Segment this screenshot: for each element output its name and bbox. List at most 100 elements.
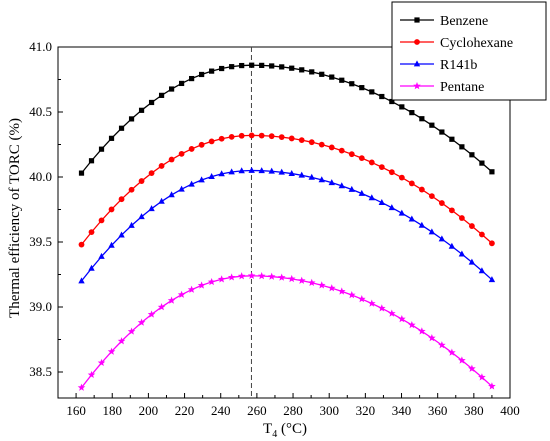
data-point-marker xyxy=(358,155,365,162)
data-point-marker xyxy=(98,252,105,259)
data-point-marker xyxy=(87,370,96,379)
data-point-marker xyxy=(268,167,275,174)
data-point-marker xyxy=(238,167,245,174)
data-point-marker xyxy=(168,156,175,163)
data-point-marker xyxy=(357,295,366,303)
x-tick-label: 260 xyxy=(247,403,267,418)
data-point-marker xyxy=(138,107,145,113)
data-point-marker xyxy=(468,223,475,229)
data-point-marker xyxy=(307,278,316,286)
data-point-marker xyxy=(488,382,496,390)
data-point-marker xyxy=(398,315,406,323)
data-point-marker xyxy=(148,99,155,106)
data-point-marker xyxy=(319,71,325,77)
data-point-marker xyxy=(189,75,195,82)
data-point-marker xyxy=(297,276,306,284)
data-point-marker xyxy=(358,189,365,196)
data-point-marker xyxy=(199,71,205,78)
x-tick-label: 300 xyxy=(319,403,339,418)
data-point-marker xyxy=(77,383,86,391)
series-pentane xyxy=(77,271,496,391)
x-tick-label: 360 xyxy=(428,403,448,418)
series-line xyxy=(80,275,493,389)
data-point-marker xyxy=(219,65,225,72)
data-point-marker xyxy=(347,291,356,299)
data-point-marker xyxy=(389,98,395,105)
data-point-marker xyxy=(178,150,185,157)
data-point-marker xyxy=(267,272,276,280)
data-point-marker xyxy=(208,138,215,145)
data-point-marker xyxy=(418,186,425,193)
data-point-marker xyxy=(469,152,475,158)
data-point-marker xyxy=(278,134,285,141)
data-point-marker xyxy=(98,146,105,152)
data-point-marker xyxy=(428,228,436,235)
data-point-marker xyxy=(108,241,115,248)
data-point-marker xyxy=(107,347,116,355)
data-point-marker xyxy=(187,285,196,293)
data-point-marker xyxy=(367,299,376,307)
y-tick-label: 39.5 xyxy=(29,234,52,249)
data-point-marker xyxy=(88,264,95,271)
x-tick-label: 240 xyxy=(211,403,231,418)
data-point-marker xyxy=(158,92,165,98)
x-axis-title-subscript: 4 xyxy=(272,429,277,440)
series-cyclohexane xyxy=(78,132,495,248)
data-point-marker xyxy=(388,169,395,176)
data-point-marker xyxy=(157,303,166,311)
data-point-marker xyxy=(197,281,206,289)
data-point-marker xyxy=(418,327,426,335)
data-point-marker xyxy=(458,215,465,221)
data-point-marker xyxy=(288,169,295,176)
data-point-marker xyxy=(317,281,326,289)
data-point-marker xyxy=(217,275,226,283)
data-point-marker xyxy=(369,89,375,95)
x-tick-label: 380 xyxy=(464,403,484,418)
data-point-marker xyxy=(438,200,445,206)
data-point-marker xyxy=(298,171,305,178)
data-point-marker xyxy=(269,63,275,69)
data-point-marker xyxy=(429,122,435,128)
data-point-marker xyxy=(158,163,165,169)
data-point-marker xyxy=(228,133,235,140)
data-point-marker xyxy=(468,364,476,372)
data-point-marker xyxy=(439,129,445,135)
data-point-marker xyxy=(459,144,465,150)
data-point-marker xyxy=(329,74,335,80)
data-point-marker xyxy=(318,176,325,183)
data-point-marker xyxy=(378,304,386,312)
data-point-marker xyxy=(348,185,355,192)
data-point-marker xyxy=(408,215,416,222)
data-point-marker xyxy=(489,169,495,175)
data-point-marker xyxy=(118,196,125,203)
x-tick-label: 340 xyxy=(392,403,412,418)
data-point-marker xyxy=(368,159,375,166)
legend-label: Benzene xyxy=(440,14,488,29)
data-point-marker xyxy=(299,67,305,73)
legend-label: R141b xyxy=(440,58,477,73)
data-point-marker xyxy=(118,125,125,131)
legend-label: Cyclohexane xyxy=(440,36,513,51)
data-point-marker xyxy=(338,147,345,154)
data-point-marker xyxy=(78,170,85,176)
data-point-marker xyxy=(148,170,155,177)
data-point-marker xyxy=(209,68,215,74)
x-tick-label: 220 xyxy=(175,403,195,418)
data-point-marker xyxy=(168,86,175,92)
data-point-marker xyxy=(479,231,485,238)
data-point-marker xyxy=(338,182,345,189)
data-point-marker xyxy=(337,287,346,295)
x-tick-label: 160 xyxy=(66,403,86,418)
data-point-marker xyxy=(249,62,255,68)
data-point-marker xyxy=(414,39,420,45)
data-point-marker xyxy=(489,240,495,247)
data-point-marker xyxy=(287,274,296,283)
data-point-marker xyxy=(239,62,245,69)
data-point-marker xyxy=(308,173,315,180)
series-line xyxy=(80,169,493,282)
y-tick-label: 41.0 xyxy=(29,39,52,54)
data-point-marker xyxy=(409,110,415,116)
data-point-marker xyxy=(268,133,275,140)
data-point-marker xyxy=(408,320,416,329)
data-point-marker xyxy=(479,160,485,166)
